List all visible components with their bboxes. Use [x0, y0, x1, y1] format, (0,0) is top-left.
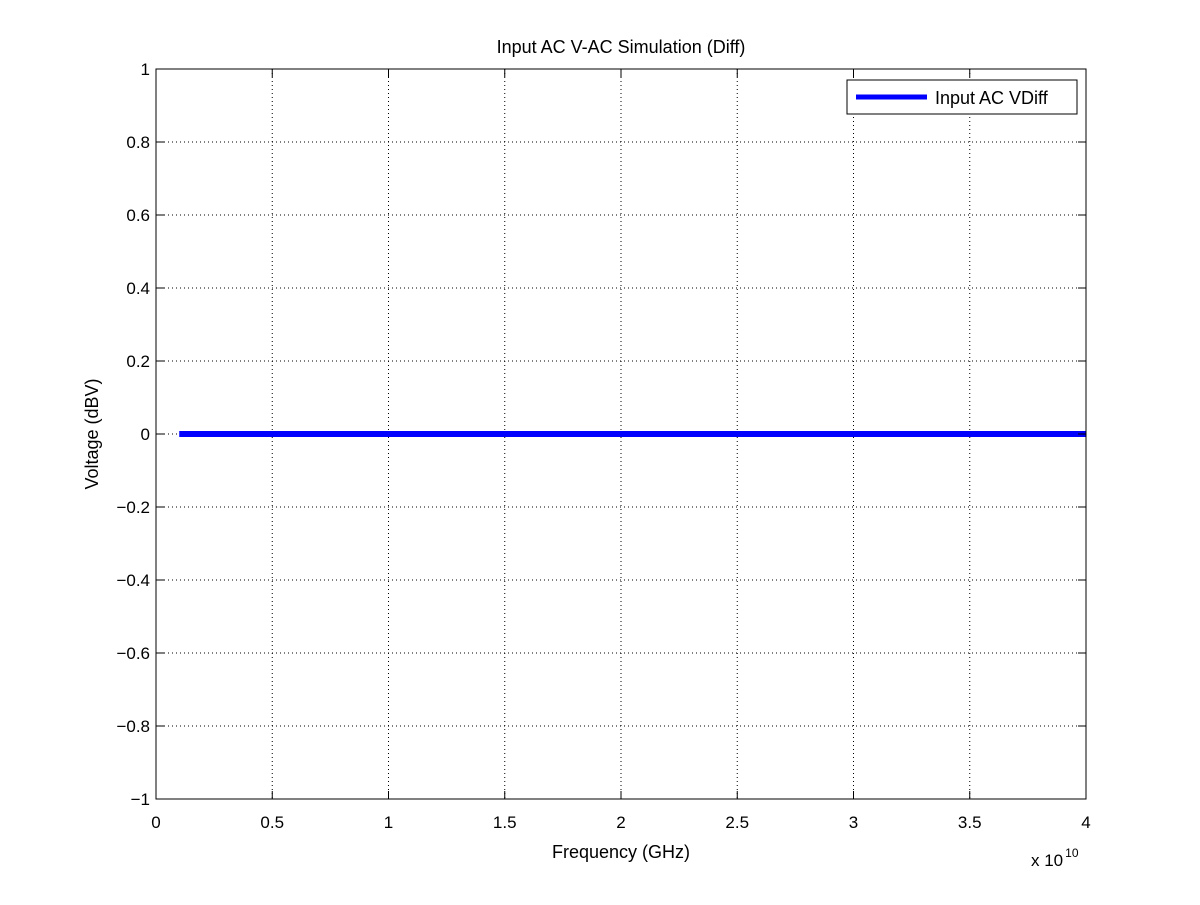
- x-axis-label: Frequency (GHz): [552, 842, 690, 862]
- x-multiplier-exponent: 10: [1065, 846, 1079, 860]
- x-tick-label: 0: [151, 813, 160, 832]
- y-tick-label: 0.6: [126, 206, 150, 225]
- y-tick-label: −0.2: [116, 498, 150, 517]
- y-tick-label: 0: [141, 425, 150, 444]
- y-tick-label: 0.4: [126, 279, 150, 298]
- x-multiplier-label: x 10 10: [1031, 846, 1079, 870]
- x-tick-labels: 0 0.5 1 1.5 2 2.5 3 3.5 4: [151, 813, 1090, 832]
- y-tick-label: −0.4: [116, 571, 150, 590]
- x-tick-label: 1: [384, 813, 393, 832]
- y-tick-label: 0.8: [126, 133, 150, 152]
- x-multiplier-base: x 10: [1031, 851, 1063, 870]
- y-tick-label: 0.2: [126, 352, 150, 371]
- x-tick-label: 0.5: [260, 813, 284, 832]
- chart-title: Input AC V-AC Simulation (Diff): [497, 37, 746, 57]
- y-axis-label: Voltage (dBV): [82, 378, 102, 489]
- y-tick-labels: −1 −0.8 −0.6 −0.4 −0.2 0 0.2 0.4 0.6 0.8 1: [116, 60, 150, 809]
- legend-entry-label: Input AC VDiff: [935, 88, 1049, 108]
- y-tick-label: −0.6: [116, 644, 150, 663]
- x-tick-label: 1.5: [493, 813, 517, 832]
- x-tick-label: 4: [1081, 813, 1090, 832]
- legend: Input AC VDiff: [846, 79, 1078, 115]
- y-tick-label: 1: [141, 60, 150, 79]
- x-tick-label: 3: [849, 813, 858, 832]
- x-tick-label: 3.5: [958, 813, 982, 832]
- axis-ticks: [155, 68, 1087, 800]
- y-tick-label: −1: [131, 790, 150, 809]
- x-tick-label: 2: [616, 813, 625, 832]
- y-tick-label: −0.8: [116, 717, 150, 736]
- x-tick-label: 2.5: [725, 813, 749, 832]
